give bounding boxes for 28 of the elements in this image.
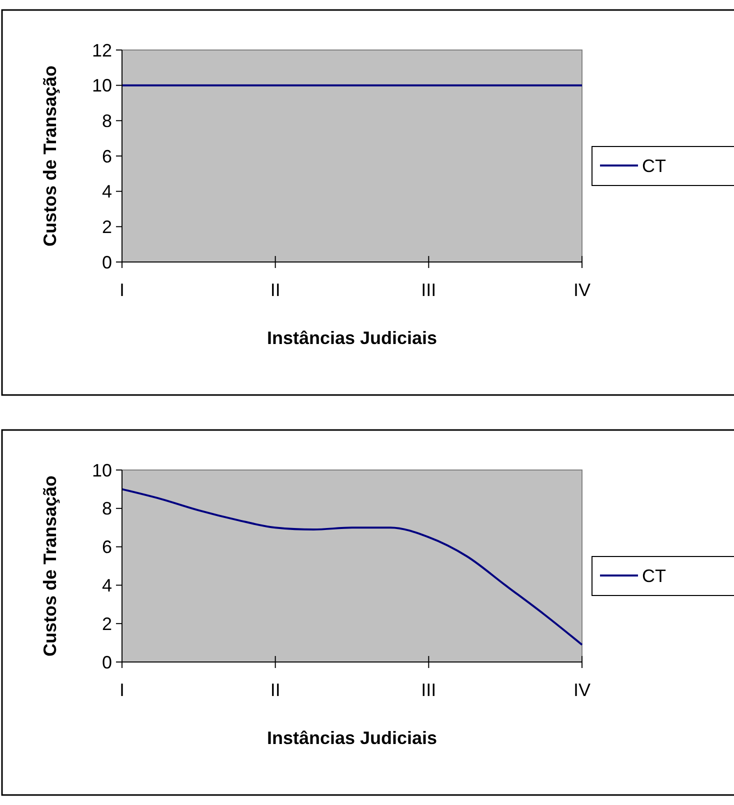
y-tick-label: 0 <box>102 252 112 272</box>
y-axis-title: Custos de Transação <box>40 65 60 247</box>
y-tick-label: 6 <box>102 537 112 558</box>
x-axis-title: Instâncias Judiciais <box>266 728 438 748</box>
y-tick-label: 6 <box>102 146 112 166</box>
x-tick-label: IV <box>573 280 591 300</box>
line-series <box>121 488 583 646</box>
y-axis-title: Custos de Transação <box>40 475 60 657</box>
x-tick-label: III <box>421 680 436 700</box>
y-tick-label: 12 <box>92 40 112 60</box>
y-tick-label: 2 <box>102 216 112 237</box>
x-tick-label: II <box>270 680 280 700</box>
x-axis-title: Instâncias Judiciais <box>266 328 438 348</box>
y-tick-label: 10 <box>92 76 112 96</box>
y-tick-label: 4 <box>102 182 112 202</box>
legend-label: CT <box>642 156 666 176</box>
x-tick-label: IV <box>573 680 591 700</box>
y-tick-label: 0 <box>102 652 112 672</box>
y-tick-label: 10 <box>92 460 112 480</box>
x-tick-label: II <box>270 280 280 300</box>
y-tick-label: 8 <box>102 110 112 131</box>
y-tick-label: 2 <box>102 614 112 634</box>
y-tick-label: 4 <box>102 576 112 596</box>
x-tick-label: III <box>421 280 436 300</box>
x-tick-label: I <box>119 280 125 300</box>
legend-label: CT <box>642 566 666 586</box>
y-tick-label: 8 <box>102 498 112 519</box>
x-tick-label: I <box>119 680 125 700</box>
